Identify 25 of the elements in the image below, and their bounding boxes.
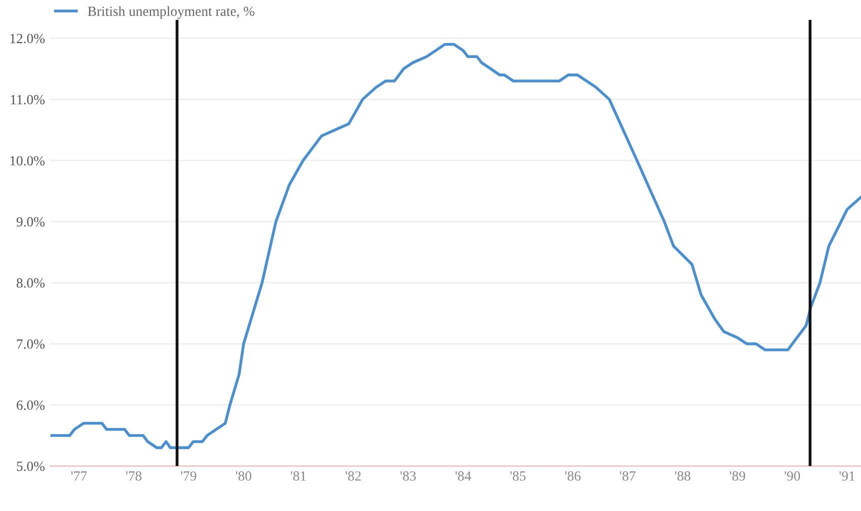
x-tick-label: '90 [784,471,800,481]
y-tick-label: 11.0% [10,94,45,104]
x-tick-label: '91 [840,471,855,481]
line-series [50,42,861,450]
x-tick-label: '81 [290,471,306,481]
x-tick-label: '78 [126,471,142,481]
x-tick-label: '85 [510,471,526,481]
x-tick-label: '89 [730,471,746,481]
y-tick-label: 5.0% [16,462,45,472]
x-tick-label: '80 [236,471,252,481]
y-tick-label: 10.0% [10,156,45,166]
x-tick-label: '77 [71,471,87,481]
y-tick-label: 12.0% [10,34,45,44]
y-tick-label: 6.0% [16,400,45,410]
x-tick-label: '87 [620,471,636,481]
x-tick-label: '88 [675,471,690,481]
y-tick-label: 8.0% [16,278,45,288]
x-tick-label: '82 [346,471,361,481]
x-tick-label: '84 [456,471,472,481]
x-tick-label: '83 [400,471,416,481]
x-tick-label: '79 [181,471,196,481]
y-tick-label: 7.0% [17,339,45,349]
y-tick-label: 9.0% [16,217,45,227]
x-tick-label: '86 [565,471,581,481]
legend-label: British unemployment rate, % [88,6,254,19]
